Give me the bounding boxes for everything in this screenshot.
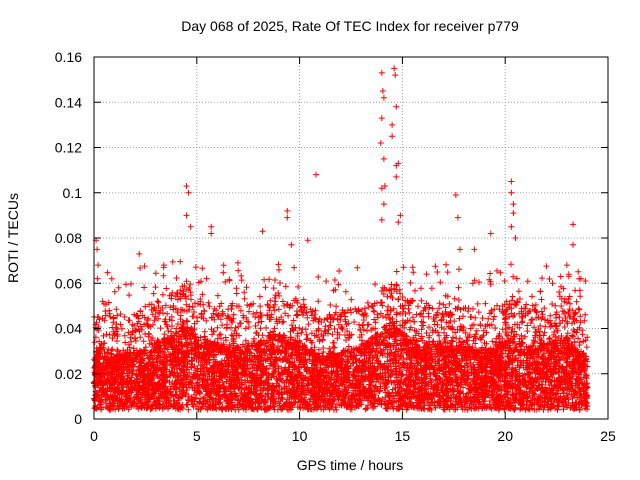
data-point-outlier-55	[570, 221, 577, 228]
data-point-outlier-26	[380, 155, 387, 162]
data-point-outlier-21	[378, 69, 385, 76]
data-point-outlier-48	[508, 189, 515, 196]
data-point-outlier-24	[378, 115, 385, 122]
chart-title: Day 068 of 2025, Rate Of TEC Index for r…	[181, 18, 519, 34]
data-point-outlier-39	[397, 212, 404, 219]
data-point-outlier-38	[393, 173, 400, 180]
data-point-outlier-14	[284, 207, 291, 214]
y-tick-label-6: 0.12	[55, 140, 82, 156]
data-point-outlier-19	[327, 314, 334, 321]
data-point-outlier-31	[391, 65, 398, 72]
axes: 0 5 10 15 20 25 0 0.02 0.04 0.06 0.08 0.1 0.12 0.14 0.…	[55, 49, 616, 444]
x-tick-label-5: 25	[600, 428, 616, 444]
data-point-outlier-22	[379, 87, 386, 94]
data-point-outlier-33	[393, 103, 400, 110]
data-point-outlier-28	[381, 182, 388, 189]
data-point-outlier-18	[313, 171, 320, 178]
data-point-outlier-35	[389, 133, 396, 140]
data-points	[91, 65, 591, 413]
x-tick-label-0: 0	[90, 428, 98, 444]
data-point-outlier-50	[510, 210, 517, 217]
data-point-outlier-34	[389, 121, 396, 128]
data-point-outlier-54	[563, 262, 570, 269]
y-tick-label-0: 0	[74, 411, 82, 427]
data-point-outlier-23	[380, 94, 387, 101]
x-tick-label-2: 10	[292, 428, 308, 444]
x-axis-label: GPS time / hours	[297, 457, 404, 473]
data-point-outlier-37	[393, 162, 400, 169]
data-point-outlier-8	[183, 212, 190, 219]
data-point-outlier-27	[378, 185, 385, 192]
data-point-outlier-41	[434, 268, 441, 275]
data-point-outlier-32	[392, 72, 399, 79]
data-point-outlier-56	[570, 241, 577, 248]
data-point-outlier-4	[136, 250, 143, 257]
data-point-outlier-44	[456, 246, 463, 253]
y-tick-label-2: 0.04	[55, 321, 82, 337]
data-point-outlier-1	[94, 246, 101, 253]
data-point-outlier-40	[395, 219, 402, 226]
data-point-outlier-5	[160, 262, 167, 269]
data-point-outlier-2	[95, 262, 102, 269]
data-point-outlier-58	[582, 277, 589, 284]
data-point-outlier-30	[378, 216, 385, 223]
data-point-outlier-29	[380, 201, 387, 208]
data-point-outlier-11	[208, 230, 215, 237]
data-point-outlier-42	[452, 192, 459, 199]
data-point-outlier-3	[115, 284, 122, 291]
data-point-outlier-16	[288, 241, 295, 248]
data-point-outlier-43	[454, 214, 461, 221]
y-axis-label: ROTI / TECUs	[5, 193, 21, 283]
x-tick-label-3: 15	[395, 428, 411, 444]
data-point-outlier-47	[508, 178, 515, 185]
data-point-outlier-53	[549, 280, 556, 287]
roti-point-cloud	[91, 258, 591, 413]
y-tick-label-3: 0.06	[55, 275, 82, 291]
data-point-outlier-10	[208, 223, 215, 230]
y-tick-label-5: 0.1	[63, 185, 83, 201]
y-tick-label-1: 0.02	[55, 366, 82, 382]
data-point-outlier-52	[512, 235, 519, 241]
data-point-outlier-46	[487, 230, 494, 237]
data-point-outlier-13	[259, 228, 266, 235]
grid-lines	[94, 57, 608, 419]
data-point-outlier-7	[185, 189, 192, 196]
y-tick-label-7: 0.14	[55, 94, 82, 110]
data-point-outlier-12	[234, 259, 241, 266]
x-tick-label-4: 20	[497, 428, 513, 444]
data-point-outlier-57	[576, 275, 583, 282]
data-point-outlier-25	[377, 139, 384, 146]
data-point-outlier-51	[508, 223, 515, 230]
data-point-outlier-17	[304, 237, 311, 244]
data-point-outlier-9	[187, 223, 194, 230]
data-point-outlier-45	[471, 246, 478, 253]
y-tick-label-4: 0.08	[55, 230, 82, 246]
x-tick-label-1: 5	[193, 428, 201, 444]
data-point-outlier-49	[510, 201, 517, 208]
data-point-outlier-6	[183, 182, 190, 189]
data-point-outlier-15	[284, 214, 291, 221]
data-point-outlier-20	[348, 309, 354, 316]
y-tick-label-8: 0.16	[55, 49, 82, 65]
